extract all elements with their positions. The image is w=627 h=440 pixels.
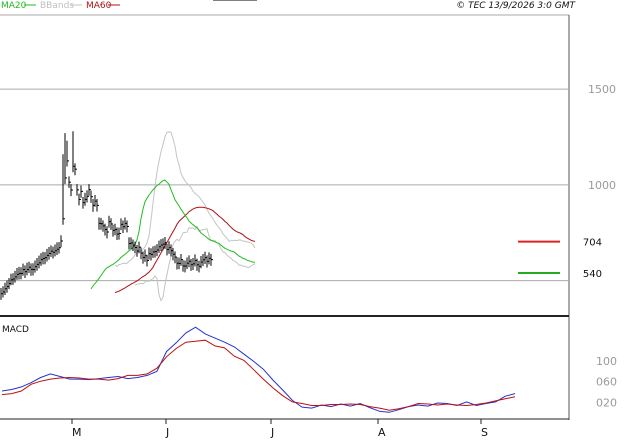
price-bar — [80, 185, 83, 198]
time-tick-label: J — [270, 426, 274, 439]
price-gridlines — [0, 88, 569, 282]
legend-bbands: BBands — [40, 1, 74, 11]
legend-ma60: MA60 — [86, 1, 112, 11]
copyright-text: © TEC 13/9/2026 3:0 GMT — [456, 1, 576, 11]
macd-lines — [1, 326, 516, 413]
price-bar — [88, 184, 91, 196]
price-bar — [180, 254, 183, 266]
price-bar — [110, 218, 113, 230]
macd-tick-label: 020 — [596, 396, 617, 409]
price-axis-ticks: 1500 1000 — [588, 83, 616, 192]
ma60-line — [114, 206, 256, 294]
price-bar — [74, 163, 77, 176]
time-tick-label: M — [72, 426, 82, 439]
time-tick-label: A — [378, 426, 386, 439]
price-levels: 704 540 — [518, 238, 602, 280]
macd-title: MACD — [2, 325, 29, 335]
price-bar — [70, 184, 73, 197]
moving-averages — [90, 179, 256, 294]
price-tick-label: 1000 — [588, 179, 616, 192]
macd-line — [1, 326, 516, 413]
legend: MA20 BBands MA60 — [1, 1, 120, 11]
price-bars — [0, 0, 257, 300]
resistance-label: 704 — [583, 238, 602, 249]
time-tick-label: J — [165, 426, 169, 439]
macd-tick-label: 100 — [596, 355, 617, 368]
price-bar — [126, 220, 129, 233]
price-bar — [210, 253, 213, 266]
bollinger-bands — [114, 131, 256, 302]
price-bar — [90, 190, 93, 203]
ma20-line — [90, 179, 256, 290]
price-bar — [68, 176, 71, 188]
price-bar — [164, 236, 167, 249]
price-bar — [146, 254, 149, 267]
bb-lower-band — [134, 225, 256, 302]
price-bar — [86, 190, 89, 203]
price-bar — [174, 251, 177, 264]
time-tick-label: S — [481, 426, 488, 439]
price-bar — [58, 241, 61, 254]
bb-upper-band — [114, 131, 256, 268]
price-bar — [96, 199, 99, 212]
price-bar — [78, 193, 81, 206]
support-label: 540 — [583, 269, 602, 280]
price-bar — [106, 226, 109, 239]
price-bar — [64, 133, 67, 185]
macd-tick-label: 060 — [596, 376, 617, 389]
price-tick-label: 1500 — [588, 83, 616, 96]
price-bar — [138, 241, 141, 254]
price-bar — [60, 235, 63, 248]
price-bar — [66, 140, 69, 167]
price-bar — [118, 227, 121, 240]
macd-axis-ticks: 100 060 020 — [596, 355, 617, 410]
legend-ma20: MA20 — [1, 1, 27, 11]
price-bar — [76, 184, 79, 196]
price-bar — [62, 154, 65, 225]
macd-signal-line — [1, 339, 516, 411]
